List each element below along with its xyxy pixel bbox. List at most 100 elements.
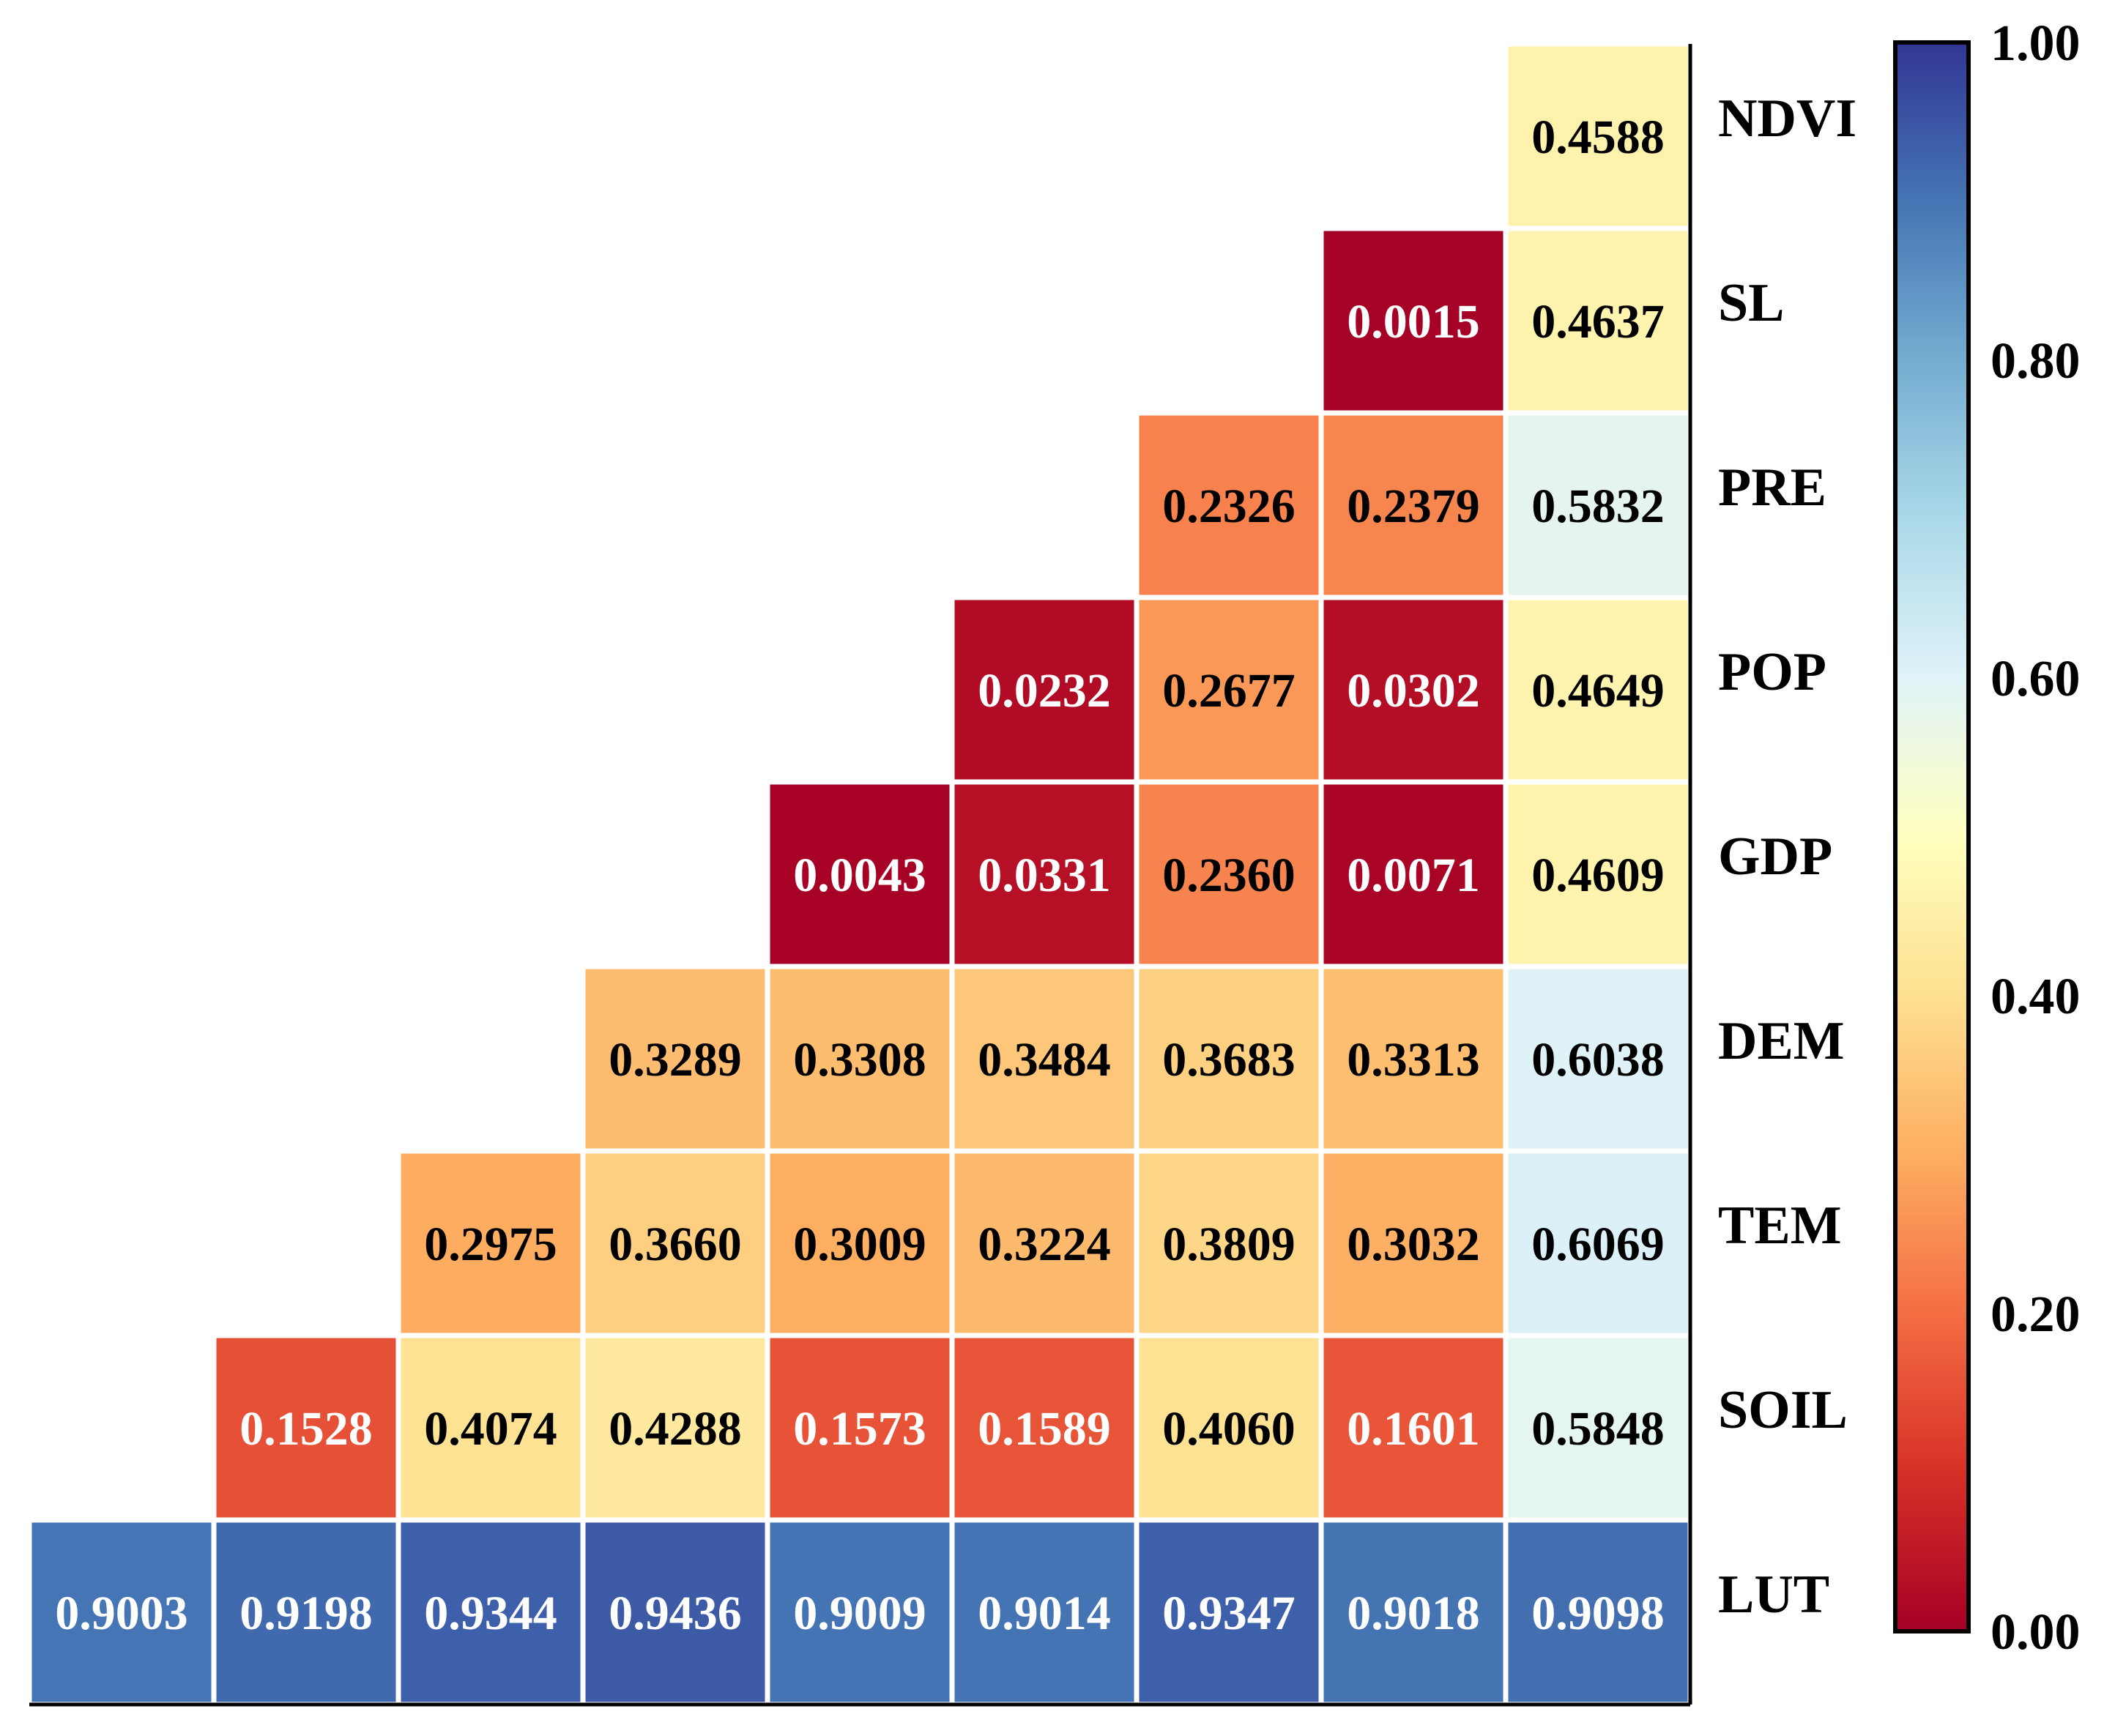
cell-value-label: 0.1589 <box>978 1402 1111 1456</box>
heatmap-cell-ndvi-ndvi <box>1508 46 1688 226</box>
cell-value-label: 0.9436 <box>609 1587 742 1640</box>
heatmap-cell-lut-ndvi <box>1508 1522 1688 1702</box>
heatmap-cell-sl-ndvi <box>1508 231 1688 411</box>
heatmap-cell-soil-ndvi <box>1508 1338 1688 1518</box>
y-label-dem: DEM <box>1718 1011 1845 1071</box>
colorbar-tick-label: 0.80 <box>1991 333 2081 390</box>
cell-value-label: 0.3660 <box>609 1218 742 1271</box>
cell-value-label: 0.9347 <box>1162 1587 1296 1640</box>
heatmap-cell-pop-sl <box>1323 600 1503 780</box>
cell-value-label: 0.3224 <box>978 1218 1111 1271</box>
cell-value-label: 0.1528 <box>239 1402 373 1456</box>
cell-value-label: 0.1573 <box>793 1402 926 1456</box>
cell-value-label: 0.4637 <box>1531 295 1665 349</box>
colorbar-tick-label: 0.00 <box>1991 1604 2081 1661</box>
cell-value-label: 0.0071 <box>1347 849 1480 902</box>
heatmap-cell-lut-pre <box>1139 1522 1319 1702</box>
heatmap-cell-soil-soil <box>216 1338 396 1518</box>
heatmap-cell-gdp-pop <box>954 784 1134 964</box>
heatmap-cell-dem-pre <box>1139 969 1319 1149</box>
y-label-gdp: GDP <box>1718 827 1832 887</box>
cell-value-label: 0.0331 <box>978 849 1111 902</box>
colorbar-tick-label: 0.20 <box>1991 1286 2081 1343</box>
cell-value-label: 0.2379 <box>1347 480 1480 533</box>
y-label-soil: SOIL <box>1718 1380 1848 1440</box>
heatmap-cell-pop-pop <box>954 600 1134 780</box>
heatmap-axes <box>29 44 1692 1707</box>
heatmap-cell-gdp-pre <box>1139 784 1319 964</box>
heatmap-cell-soil-pre <box>1139 1338 1319 1518</box>
heatmap-cell-lut-sl <box>1323 1522 1503 1702</box>
y-label-sl: SL <box>1718 273 1785 333</box>
cell-value-label: 0.9098 <box>1531 1587 1665 1640</box>
heatmap-cell-lut-gdp <box>770 1522 950 1702</box>
heatmap-cell-soil-dem <box>585 1338 765 1518</box>
heatmap-cell-lut-pop <box>954 1522 1134 1702</box>
heatmap-cell-tem-dem <box>585 1153 765 1333</box>
heatmap-cell-dem-ndvi <box>1508 969 1688 1149</box>
heatmap-cell-sl-sl <box>1323 231 1503 411</box>
cell-value-label: 0.2975 <box>424 1218 557 1271</box>
cell-value-label: 0.3032 <box>1347 1218 1480 1271</box>
cell-value-label: 0.4649 <box>1531 664 1665 718</box>
heatmap-cell-gdp-gdp <box>770 784 950 964</box>
cell-value-label: 0.4588 <box>1531 111 1665 164</box>
cell-value-label: 0.6038 <box>1531 1033 1665 1087</box>
cell-value-label: 0.5848 <box>1531 1402 1665 1456</box>
cell-value-label: 0.9018 <box>1347 1587 1480 1640</box>
y-label-tem: TEM <box>1718 1196 1842 1256</box>
cell-value-label: 0.3308 <box>793 1033 926 1087</box>
cell-value-label: 0.3289 <box>609 1033 742 1087</box>
cell-value-label: 0.4288 <box>609 1402 742 1456</box>
colorbar: 0.00 0.20 0.40 0.60 0.80 1.00 <box>1893 15 2081 1661</box>
heatmap-value-labels: 0.4588 0.0015 0.4637 0.2326 0.2379 0.5832 0.02… <box>55 111 1665 1640</box>
heatmap-cell-tem-sl <box>1323 1153 1503 1333</box>
cell-value-label: 0.2326 <box>1162 480 1296 533</box>
cell-value-label: 0.2360 <box>1162 849 1296 902</box>
cell-value-label: 0.0232 <box>978 664 1111 718</box>
heatmap-cell-pre-sl <box>1323 415 1503 595</box>
heatmap-cell-lut-lut <box>31 1522 212 1702</box>
cell-value-label: 0.0302 <box>1347 664 1480 718</box>
cell-value-label: 0.0015 <box>1347 295 1480 349</box>
cell-value-label: 0.1601 <box>1347 1402 1480 1456</box>
cell-value-label: 0.9014 <box>978 1587 1111 1640</box>
heatmap-cell-tem-tem <box>401 1153 581 1333</box>
y-label-pop: POP <box>1718 642 1826 702</box>
cell-value-label: 0.9198 <box>239 1587 373 1640</box>
heatmap-cell-soil-pop <box>954 1338 1134 1518</box>
colorbar-tick-label: 0.60 <box>1991 651 2081 707</box>
cell-value-label: 0.9003 <box>55 1587 188 1640</box>
heatmap-cell-gdp-ndvi <box>1508 784 1688 964</box>
cell-value-label: 0.4060 <box>1162 1402 1296 1456</box>
heatmap-cells <box>31 46 1688 1702</box>
heatmap-cell-pre-ndvi <box>1508 415 1688 595</box>
cell-value-label: 0.9009 <box>793 1587 926 1640</box>
y-label-ndvi: NDVI <box>1718 89 1856 149</box>
heatmap-cell-soil-gdp <box>770 1338 950 1518</box>
heatmap-cell-tem-ndvi <box>1508 1153 1688 1333</box>
y-label-pre: PRE <box>1718 458 1826 518</box>
y-axis-labels: NDVI SL PRE POP GDP DEM TEM SOIL LUT <box>1718 89 1856 1625</box>
heatmap-cell-soil-sl <box>1323 1338 1503 1518</box>
heatmap-cell-dem-pop <box>954 969 1134 1149</box>
cell-value-label: 0.3313 <box>1347 1033 1480 1087</box>
heatmap-cell-soil-tem <box>401 1338 581 1518</box>
cell-value-label: 0.3809 <box>1162 1218 1296 1271</box>
cell-value-label: 0.2677 <box>1162 664 1296 718</box>
cell-value-label: 0.5832 <box>1531 480 1665 533</box>
heatmap-cell-lut-dem <box>585 1522 765 1702</box>
colorbar-tick-label: 1.00 <box>1991 15 2081 72</box>
cell-value-label: 0.0043 <box>793 849 926 902</box>
cell-value-label: 0.4609 <box>1531 849 1665 902</box>
heatmap-cell-gdp-sl <box>1323 784 1503 964</box>
heatmap-cell-lut-soil <box>216 1522 396 1702</box>
cell-value-label: 0.3009 <box>793 1218 926 1271</box>
heatmap-cell-lut-tem <box>401 1522 581 1702</box>
heatmap-cell-dem-sl <box>1323 969 1503 1149</box>
y-label-lut: LUT <box>1718 1565 1829 1625</box>
cell-value-label: 0.6069 <box>1531 1218 1665 1271</box>
heatmap-cell-pop-pre <box>1139 600 1319 780</box>
heatmap-cell-dem-gdp <box>770 969 950 1149</box>
